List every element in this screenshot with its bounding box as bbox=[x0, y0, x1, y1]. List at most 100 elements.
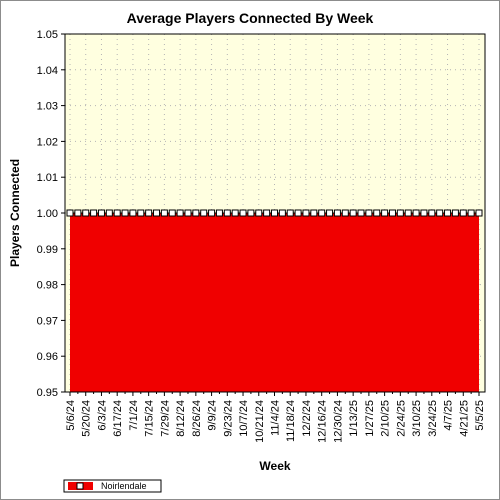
data-point-marker bbox=[420, 209, 428, 217]
data-point-marker bbox=[208, 209, 216, 217]
data-point-marker bbox=[271, 209, 278, 217]
data-point-marker bbox=[129, 209, 137, 217]
x-tick-label: 9/9/24 bbox=[207, 400, 219, 431]
x-tick-label: 2/24/25 bbox=[395, 400, 407, 437]
data-point-marker bbox=[153, 209, 161, 217]
data-point-marker bbox=[436, 209, 444, 217]
y-tick-label: 0.95 bbox=[37, 387, 58, 399]
data-point-marker bbox=[326, 209, 334, 217]
data-point-marker bbox=[294, 209, 302, 217]
data-point-marker bbox=[357, 209, 365, 217]
series-area bbox=[70, 213, 479, 392]
x-tick-label: 5/5/25 bbox=[474, 400, 486, 431]
x-tick-label: 9/23/24 bbox=[222, 400, 234, 437]
x-tick-label: 1/27/25 bbox=[364, 400, 376, 437]
legend: Noirlendale bbox=[63, 479, 162, 493]
point-marker-layer bbox=[66, 209, 483, 217]
y-axis-title: Players Connected bbox=[8, 159, 22, 267]
x-tick-label: 7/29/24 bbox=[159, 400, 171, 437]
data-point-marker bbox=[263, 209, 271, 217]
data-point-marker bbox=[286, 209, 294, 217]
data-point-marker bbox=[412, 209, 420, 217]
data-point-marker bbox=[176, 209, 184, 217]
y-tick-label: 1.00 bbox=[37, 208, 58, 220]
y-axis: 0.95 0.96 0.97 0.98 0.99 1.00 1.01 1.02 1.03 1.04… bbox=[37, 29, 66, 399]
data-point-marker bbox=[451, 209, 459, 217]
data-point-marker bbox=[396, 209, 404, 217]
x-tick-label: 6/17/24 bbox=[112, 400, 124, 437]
y-tick-label: 0.97 bbox=[37, 315, 58, 327]
x-tick-label: 11/4/24 bbox=[270, 400, 282, 436]
data-point-marker bbox=[113, 209, 121, 217]
data-point-marker bbox=[467, 209, 475, 217]
data-point-marker bbox=[475, 209, 483, 217]
x-tick-label: 7/1/24 bbox=[128, 400, 140, 431]
x-tick-label: 10/7/24 bbox=[238, 400, 250, 437]
data-point-marker bbox=[278, 209, 286, 217]
data-point-marker bbox=[310, 209, 318, 217]
x-tick-label: 10/21/24 bbox=[254, 400, 266, 443]
y-tick-label: 1.02 bbox=[37, 136, 58, 148]
y-tick-label: 1.05 bbox=[37, 29, 58, 41]
x-tick-label: 1/13/25 bbox=[348, 400, 360, 437]
data-point-marker bbox=[459, 209, 467, 217]
data-point-marker bbox=[192, 209, 200, 217]
x-tick-label: 3/24/25 bbox=[427, 400, 439, 437]
data-point-marker bbox=[231, 209, 239, 217]
x-tick-label: 5/6/24 bbox=[65, 400, 77, 431]
data-point-marker bbox=[365, 209, 373, 217]
data-point-marker bbox=[184, 209, 192, 217]
data-point-marker bbox=[373, 209, 381, 217]
data-point-marker bbox=[388, 209, 396, 217]
data-point-marker bbox=[145, 209, 153, 217]
data-point-marker bbox=[74, 209, 82, 217]
data-point-marker bbox=[318, 209, 326, 217]
data-point-marker bbox=[90, 209, 98, 217]
data-point-marker bbox=[302, 209, 310, 217]
data-point-marker bbox=[247, 209, 255, 217]
y-tick-label: 1.04 bbox=[37, 65, 58, 77]
x-axis-title: Week bbox=[259, 459, 290, 473]
data-point-marker bbox=[137, 209, 145, 217]
y-tick-label: 0.96 bbox=[37, 351, 58, 363]
series-area-layer bbox=[70, 212, 479, 392]
x-tick-label: 2/10/25 bbox=[380, 400, 392, 437]
data-point-marker bbox=[349, 209, 357, 217]
data-point-marker bbox=[428, 209, 436, 217]
legend-marker bbox=[76, 482, 84, 490]
data-point-marker bbox=[255, 209, 263, 217]
data-point-marker bbox=[97, 209, 105, 217]
data-point-marker bbox=[239, 209, 247, 217]
x-tick-label: 12/30/24 bbox=[332, 400, 344, 443]
data-point-marker bbox=[404, 209, 412, 217]
data-point-marker bbox=[160, 209, 168, 217]
x-tick-label: 12/2/24 bbox=[301, 400, 313, 437]
x-tick-label: 8/26/24 bbox=[191, 400, 203, 437]
data-point-marker bbox=[168, 209, 176, 217]
x-tick-label: 3/10/25 bbox=[411, 400, 423, 437]
data-point-marker bbox=[121, 209, 129, 217]
x-tick-label: 4/7/25 bbox=[443, 400, 455, 431]
data-point-marker bbox=[223, 209, 231, 217]
data-point-marker bbox=[444, 209, 452, 217]
x-tick-label: 5/20/24 bbox=[81, 400, 93, 437]
y-tick-label: 1.03 bbox=[37, 101, 58, 113]
data-point-marker bbox=[215, 209, 223, 217]
y-tick-label: 0.99 bbox=[37, 244, 58, 256]
x-tick-label: 7/15/24 bbox=[144, 400, 156, 437]
data-point-marker bbox=[66, 209, 74, 217]
data-point-marker bbox=[333, 209, 341, 217]
data-point-marker bbox=[105, 209, 113, 217]
x-tick-label: 8/12/24 bbox=[175, 400, 187, 437]
legend-label: Noirlendale bbox=[101, 481, 147, 491]
data-point-marker bbox=[200, 209, 208, 217]
x-tick-label: 11/18/24 bbox=[285, 400, 297, 442]
y-tick-label: 0.98 bbox=[37, 280, 58, 292]
chart-title: Average Players Connected By Week bbox=[127, 10, 374, 26]
data-point-marker bbox=[381, 209, 389, 217]
data-point-marker bbox=[341, 209, 349, 217]
x-tick-label: 12/16/24 bbox=[317, 400, 329, 443]
x-tick-label: 4/21/25 bbox=[458, 400, 470, 437]
